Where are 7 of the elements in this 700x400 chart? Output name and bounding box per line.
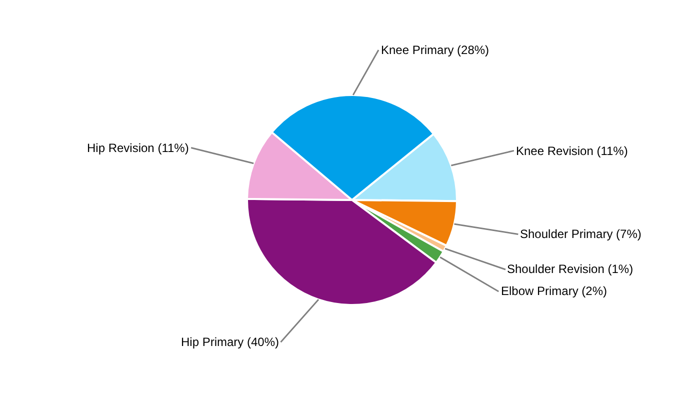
slice-label: Knee Primary (28%) [381,43,490,57]
slice-label: Hip Revision (11%) [87,141,189,155]
slice-label: Hip Primary (40%) [181,335,280,349]
slice-label: Knee Revision (11%) [516,144,628,158]
slice-label: Shoulder Primary (7%) [520,227,642,241]
slice-label: Shoulder Revision (1%) [507,262,634,276]
slice-label: Elbow Primary (2%) [501,284,608,298]
